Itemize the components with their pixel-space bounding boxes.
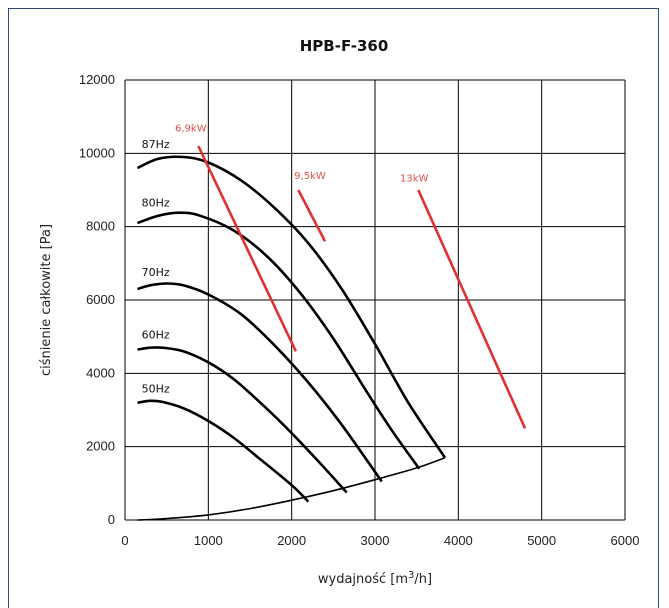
chart-frame [8, 8, 659, 608]
curve-80hz [137, 211, 421, 470]
power-label: 13kW [400, 174, 429, 185]
x-tick-label: 4000 [444, 533, 473, 548]
chart: HPB-F-360 0 1000 2000 3000 4000 5000 6000 0 200… [39, 37, 639, 587]
y-tick-label: 0 [108, 512, 115, 527]
power-line-6-9kw [197, 145, 298, 352]
x-axis-label-prefix: wydajność [m [318, 572, 408, 587]
x-tick-label: 0 [121, 533, 128, 548]
chart-title: HPB-F-360 [300, 37, 389, 55]
x-tick-labels: 0 1000 2000 3000 4000 5000 6000 [121, 533, 639, 548]
power-label: 6,9kW [175, 123, 207, 134]
series-label: 50Hz [142, 382, 170, 395]
y-axis-label: ciśnienie całkowite [Pa] [39, 224, 54, 376]
x-tick-label: 2000 [277, 533, 306, 548]
x-tick-label: 1000 [194, 533, 223, 548]
y-tick-label: 6000 [86, 292, 115, 307]
curve-60hz [137, 346, 348, 494]
grid [124, 79, 626, 521]
y-tick-labels: 0 2000 4000 6000 8000 10000 12000 [79, 72, 115, 527]
curve-87hz [136, 155, 447, 459]
y-tick-label: 2000 [86, 439, 115, 454]
power-line-9-5kw [297, 189, 327, 242]
y-tick-label: 12000 [79, 72, 115, 87]
curve-70hz [137, 282, 383, 483]
system-curve [137, 456, 446, 521]
x-tick-label: 6000 [611, 533, 640, 548]
series-label: 60Hz [142, 329, 170, 342]
series-label: 87Hz [142, 138, 170, 151]
power-label: 9,5kW [294, 171, 326, 182]
curve-50hz [137, 399, 310, 503]
x-tick-label: 5000 [527, 533, 556, 548]
x-axis-label: wydajność [m3/h] [318, 570, 432, 587]
curves [136, 155, 447, 521]
x-tick-label: 3000 [361, 533, 390, 548]
power-line-13kw [417, 189, 527, 429]
annotations: 87Hz 80Hz 70Hz 60Hz 50Hz 6,9kW 9,5kW 13kW [142, 123, 429, 395]
x-axis-label-suffix: /h] [414, 572, 432, 587]
series-label: 70Hz [142, 266, 170, 279]
y-tick-label: 10000 [79, 145, 115, 160]
power-lines [197, 145, 527, 429]
series-label: 80Hz [142, 197, 170, 210]
y-tick-label: 4000 [86, 365, 115, 380]
x-axis-label-sup: 3 [408, 570, 414, 581]
y-tick-label: 8000 [86, 219, 115, 234]
